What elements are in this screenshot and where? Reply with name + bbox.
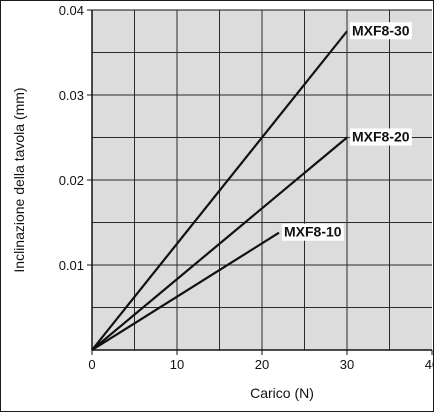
x-tick-label: 30 (340, 357, 354, 372)
series-label-background (350, 22, 412, 40)
x-axis-label: Carico (N) (250, 385, 314, 401)
series-lines (91, 30, 348, 351)
y-tick-label: 0.03 (59, 88, 84, 103)
y-tick-label: 0.01 (59, 258, 84, 273)
x-tick-label: 40 (425, 357, 434, 372)
series-labels: MXF8-30 MXF8-20 MXF8-10 (282, 22, 412, 241)
series-line (91, 231, 280, 351)
series-line (91, 30, 348, 351)
axes (87, 9, 433, 355)
y-axis-label: Inclinazione della tavola (mm) (11, 87, 27, 272)
tick-labels: 0 10 20 30 40 0.01 0.02 0.03 0.04 (59, 3, 434, 372)
series-line (91, 136, 348, 351)
series-label-background (282, 223, 344, 241)
grid (92, 10, 432, 350)
series-label: MXF8-10 (284, 224, 342, 240)
x-tick-label: 20 (255, 357, 269, 372)
series-label: MXF8-30 (352, 22, 410, 38)
series-label: MXF8-20 (352, 129, 410, 145)
series-label-background (350, 128, 412, 146)
x-tick-label: 10 (170, 357, 184, 372)
y-tick-label: 0.04 (59, 3, 84, 18)
x-tick-label: 0 (88, 357, 95, 372)
y-tick-label: 0.02 (59, 173, 84, 188)
